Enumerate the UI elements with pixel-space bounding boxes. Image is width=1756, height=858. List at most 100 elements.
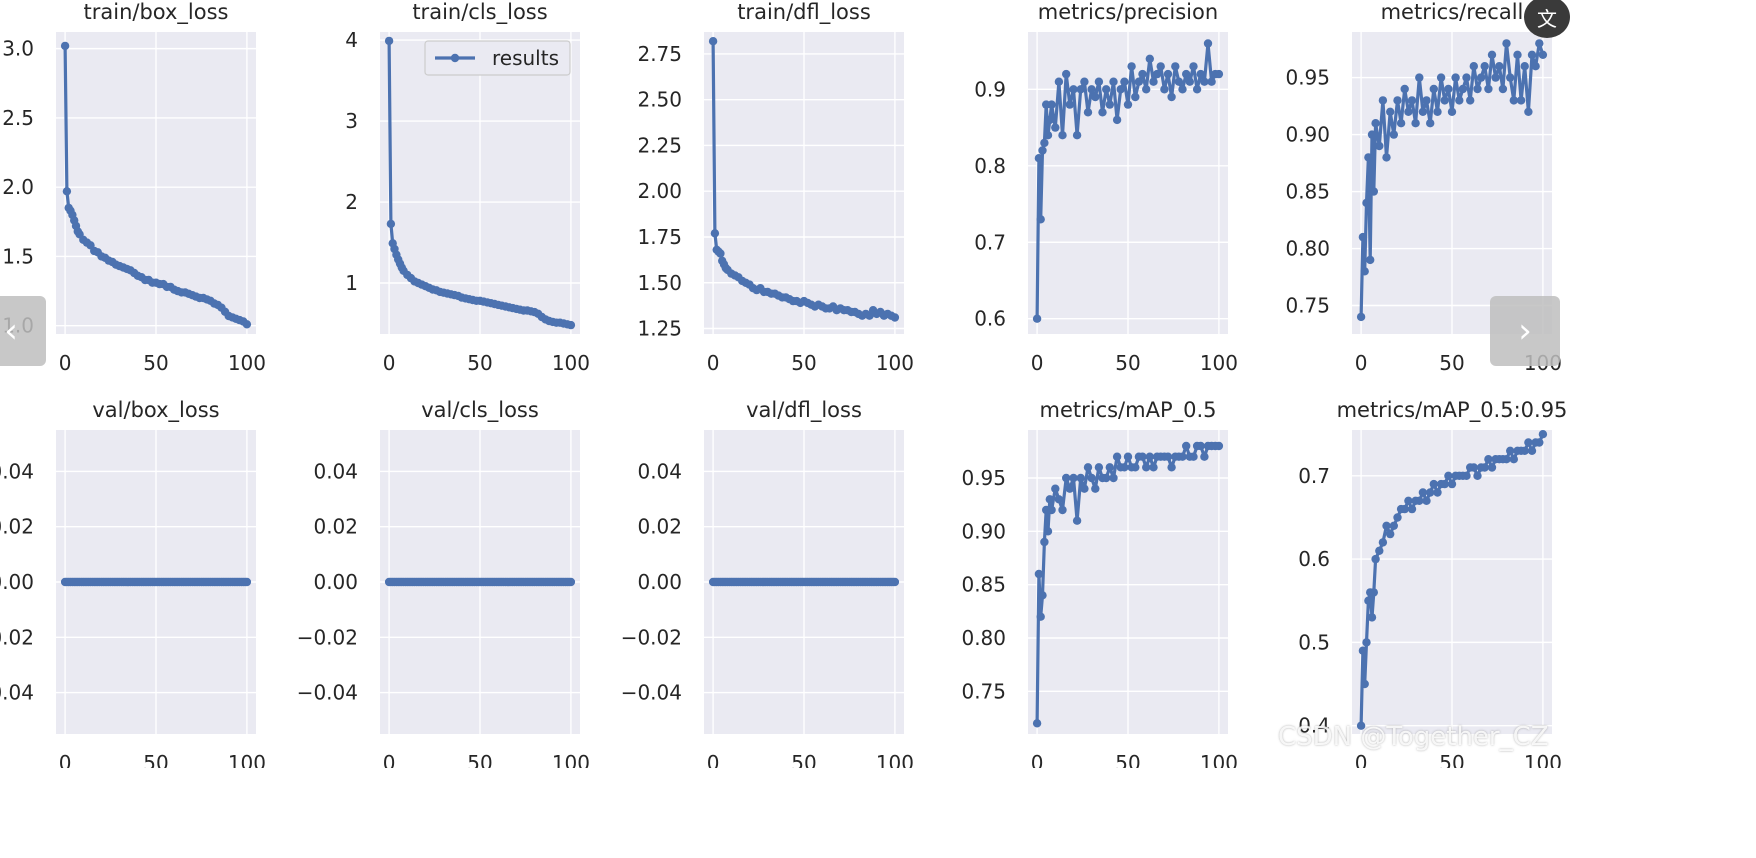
y-tick-label: 4 <box>345 28 358 52</box>
data-point <box>1149 77 1158 86</box>
data-point <box>1043 131 1053 140</box>
data-point <box>1506 73 1515 82</box>
data-point <box>1036 215 1045 224</box>
data-point <box>1174 77 1184 86</box>
data-point <box>1415 496 1424 505</box>
x-tick-label: 100 <box>552 351 590 375</box>
results-figure: 0501001.01.52.02.53.0train/box_loss05010… <box>0 0 1568 768</box>
data-point <box>1371 554 1380 564</box>
subplot-title: val/dfl_loss <box>746 398 862 423</box>
data-point <box>1378 538 1388 547</box>
y-tick-label: 0.04 <box>0 459 34 483</box>
y-tick-label: 2.75 <box>637 42 682 66</box>
data-point <box>1491 73 1500 82</box>
legend-box <box>424 40 571 76</box>
data-point <box>566 320 576 330</box>
data-point <box>1535 438 1544 447</box>
data-point <box>1131 92 1140 102</box>
data-point <box>1447 107 1457 117</box>
y-tick-label: −0.02 <box>0 625 34 649</box>
x-tick-label: 50 <box>791 351 816 375</box>
subplot-7: 0 50 100 −0.04 −0.02 0.00 0.02 0.04 val/cls_loss <box>297 398 590 768</box>
data-point <box>1062 473 1071 483</box>
data-point <box>1426 119 1435 128</box>
data-point <box>242 320 252 329</box>
data-point <box>1524 107 1533 117</box>
data-point <box>1473 471 1482 480</box>
data-point <box>1200 77 1209 86</box>
data-point <box>1214 69 1224 79</box>
subplot-title: metrics/mAP_0.5 <box>1039 398 1216 423</box>
data-point <box>1189 452 1198 461</box>
data-point <box>710 229 720 238</box>
data-point <box>1362 198 1371 208</box>
next-image-button[interactable]: › <box>1490 296 1560 366</box>
y-tick-label: 0.7 <box>974 230 1006 254</box>
data-point <box>1152 69 1162 79</box>
data-point <box>1404 107 1413 117</box>
data-point <box>1034 154 1044 163</box>
data-point <box>1083 463 1093 472</box>
y-tick-label: 1.75 <box>637 225 682 249</box>
data-point <box>1127 62 1136 71</box>
y-tick-label: 0.5 <box>1298 630 1330 654</box>
x-tick-label: 100 <box>1200 751 1238 768</box>
data-point <box>1469 463 1479 472</box>
data-point <box>1120 463 1129 472</box>
y-tick-label: 2.5 <box>2 106 34 130</box>
data-point <box>1487 50 1497 59</box>
y-tick-label: 0.85 <box>1285 180 1330 204</box>
subplot-title: train/box_loss <box>84 0 229 25</box>
data-point <box>62 187 72 196</box>
x-tick-label: 0 <box>1031 351 1044 375</box>
y-tick-label: 2.50 <box>637 88 682 112</box>
data-point <box>1038 591 1047 600</box>
data-point <box>1429 479 1439 489</box>
data-point <box>1098 108 1107 117</box>
data-point <box>1047 505 1056 515</box>
prev-image-button[interactable]: ‹ <box>0 296 46 366</box>
data-point <box>242 577 252 587</box>
subplot-4: 0 50 100 0.6 0.7 0.8 0.9 metrics/precision <box>974 0 1238 375</box>
data-point <box>1473 84 1482 94</box>
y-tick-label: −0.04 <box>297 681 358 705</box>
data-point <box>1196 441 1205 451</box>
data-point <box>1076 85 1085 94</box>
data-point <box>1142 463 1151 472</box>
x-tick-label: 100 <box>1200 351 1238 375</box>
data-point <box>1145 452 1155 461</box>
data-point <box>1356 721 1366 730</box>
data-point <box>1487 463 1497 472</box>
data-point <box>1156 62 1165 71</box>
data-point <box>1418 488 1428 497</box>
data-point <box>1203 39 1213 48</box>
data-point <box>1076 473 1085 483</box>
data-point <box>1163 69 1173 79</box>
data-point <box>1458 84 1468 94</box>
data-point <box>1538 430 1548 439</box>
data-point <box>1038 146 1047 155</box>
data-point <box>1032 719 1042 728</box>
data-point <box>1362 638 1371 647</box>
data-point <box>1045 495 1055 504</box>
y-tick-label: −0.04 <box>621 681 682 705</box>
y-tick-label: 0.00 <box>0 570 34 594</box>
data-point <box>1462 73 1471 82</box>
data-point <box>1455 96 1464 105</box>
data-point <box>1415 73 1424 82</box>
data-point <box>1065 100 1075 109</box>
data-point <box>1160 85 1169 94</box>
translate-button[interactable]: 文 <box>1524 0 1570 38</box>
data-point <box>1051 484 1060 493</box>
data-point <box>1513 50 1522 59</box>
y-tick-label: 0.6 <box>1298 547 1330 571</box>
data-point <box>1535 39 1544 48</box>
data-point <box>1386 529 1395 539</box>
data-point <box>1167 92 1176 102</box>
y-tick-label: 0.00 <box>637 570 682 594</box>
data-point <box>1080 484 1089 493</box>
data-point <box>1087 85 1096 94</box>
data-point <box>1054 77 1064 86</box>
y-tick-label: −0.02 <box>621 625 682 649</box>
